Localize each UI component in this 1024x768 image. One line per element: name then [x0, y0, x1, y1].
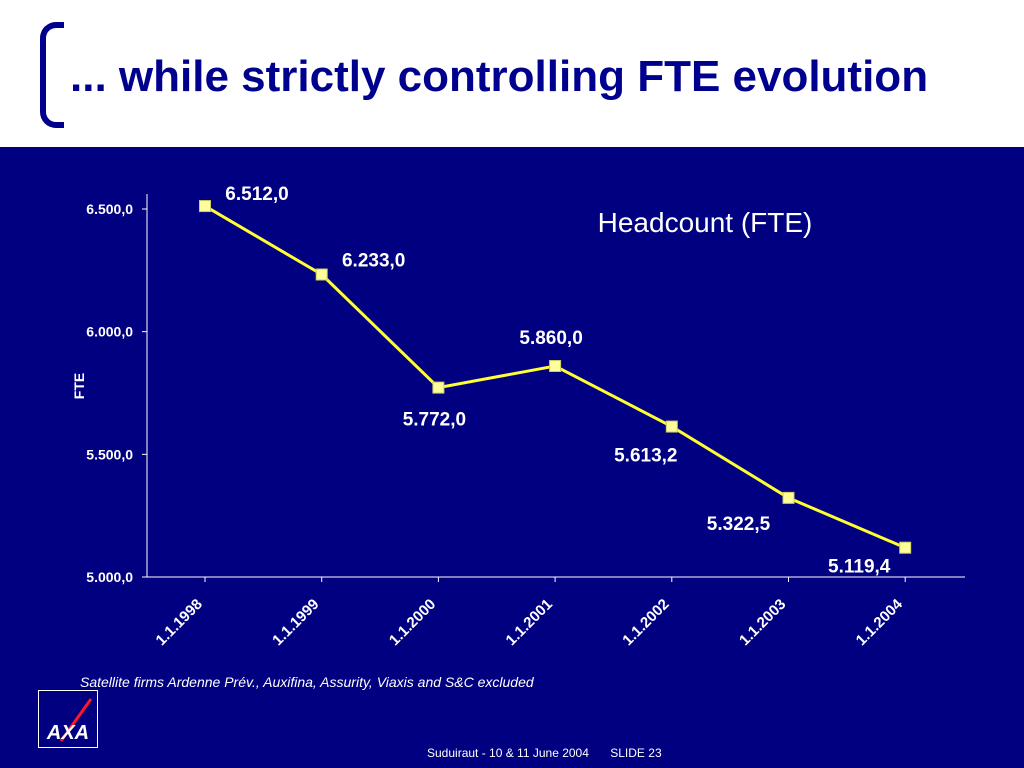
- data-point: [899, 541, 912, 554]
- data-point: [665, 420, 678, 433]
- data-label: 5.772,0: [403, 410, 466, 431]
- x-tick-label: 1.1.2003: [736, 596, 789, 649]
- x-ticks: 1.1.1998 1.1.1999 1.1.2000 1.1.2001 1.1.2002…: [153, 577, 907, 649]
- data-label: 5.119,4: [828, 557, 891, 578]
- slide-number: SLIDE 23: [610, 746, 662, 760]
- slide-header: ... while strictly controlling FTE evolu…: [0, 0, 1024, 147]
- y-axis-label: FTE: [71, 373, 87, 399]
- data-point: [432, 381, 445, 394]
- data-label: 5.613,2: [614, 446, 677, 467]
- x-tick-label: 1.1.1998: [153, 596, 206, 649]
- series-line: [204, 204, 906, 550]
- footnote: Satellite firms Ardenne Prév., Auxifina,…: [80, 674, 534, 690]
- data-label: 6.512,0: [225, 184, 288, 205]
- axa-logo: AXA: [38, 690, 98, 748]
- slide-footer: Suduiraut - 10 & 11 June 2004 SLIDE 23: [427, 746, 680, 760]
- chart-title: Headcount (FTE): [598, 207, 813, 238]
- y-tick-label: 6.000,0: [86, 324, 133, 340]
- data-labels: 6.512,0 6.233,0 5.772,0 5.860,0 5.613,2 5.322…: [225, 184, 891, 578]
- x-tick-label: 1.1.2002: [619, 596, 672, 649]
- y-tick-label: 6.500,0: [86, 201, 133, 217]
- x-tick-label: 1.1.2000: [386, 596, 439, 649]
- data-label: 6.233,0: [342, 251, 405, 272]
- data-label: 5.860,0: [519, 328, 582, 349]
- x-tick-label: 1.1.1999: [269, 596, 322, 649]
- data-point: [549, 360, 562, 373]
- y-ticks: 5.000,0 5.500,0 6.000,0 6.500,0: [86, 201, 147, 585]
- footer-event: Suduiraut - 10 & 11 June 2004: [427, 746, 589, 760]
- y-tick-label: 5.000,0: [86, 569, 133, 585]
- data-label: 5.322,5: [707, 514, 771, 535]
- data-point: [782, 491, 795, 504]
- x-tick-label: 1.1.2004: [853, 595, 907, 649]
- data-markers: [199, 200, 912, 554]
- fte-line-chart: Headcount (FTE) FTE 5.000,0 5.500,0 6.000,…: [71, 184, 965, 649]
- y-tick-label: 5.500,0: [86, 446, 133, 462]
- logo-text: AXA: [46, 722, 89, 744]
- slide-title: ... while strictly controlling FTE evolu…: [70, 52, 929, 101]
- data-point: [315, 268, 328, 281]
- title-bracket: [40, 22, 64, 128]
- x-tick-label: 1.1.2001: [503, 596, 556, 649]
- data-point: [199, 200, 211, 213]
